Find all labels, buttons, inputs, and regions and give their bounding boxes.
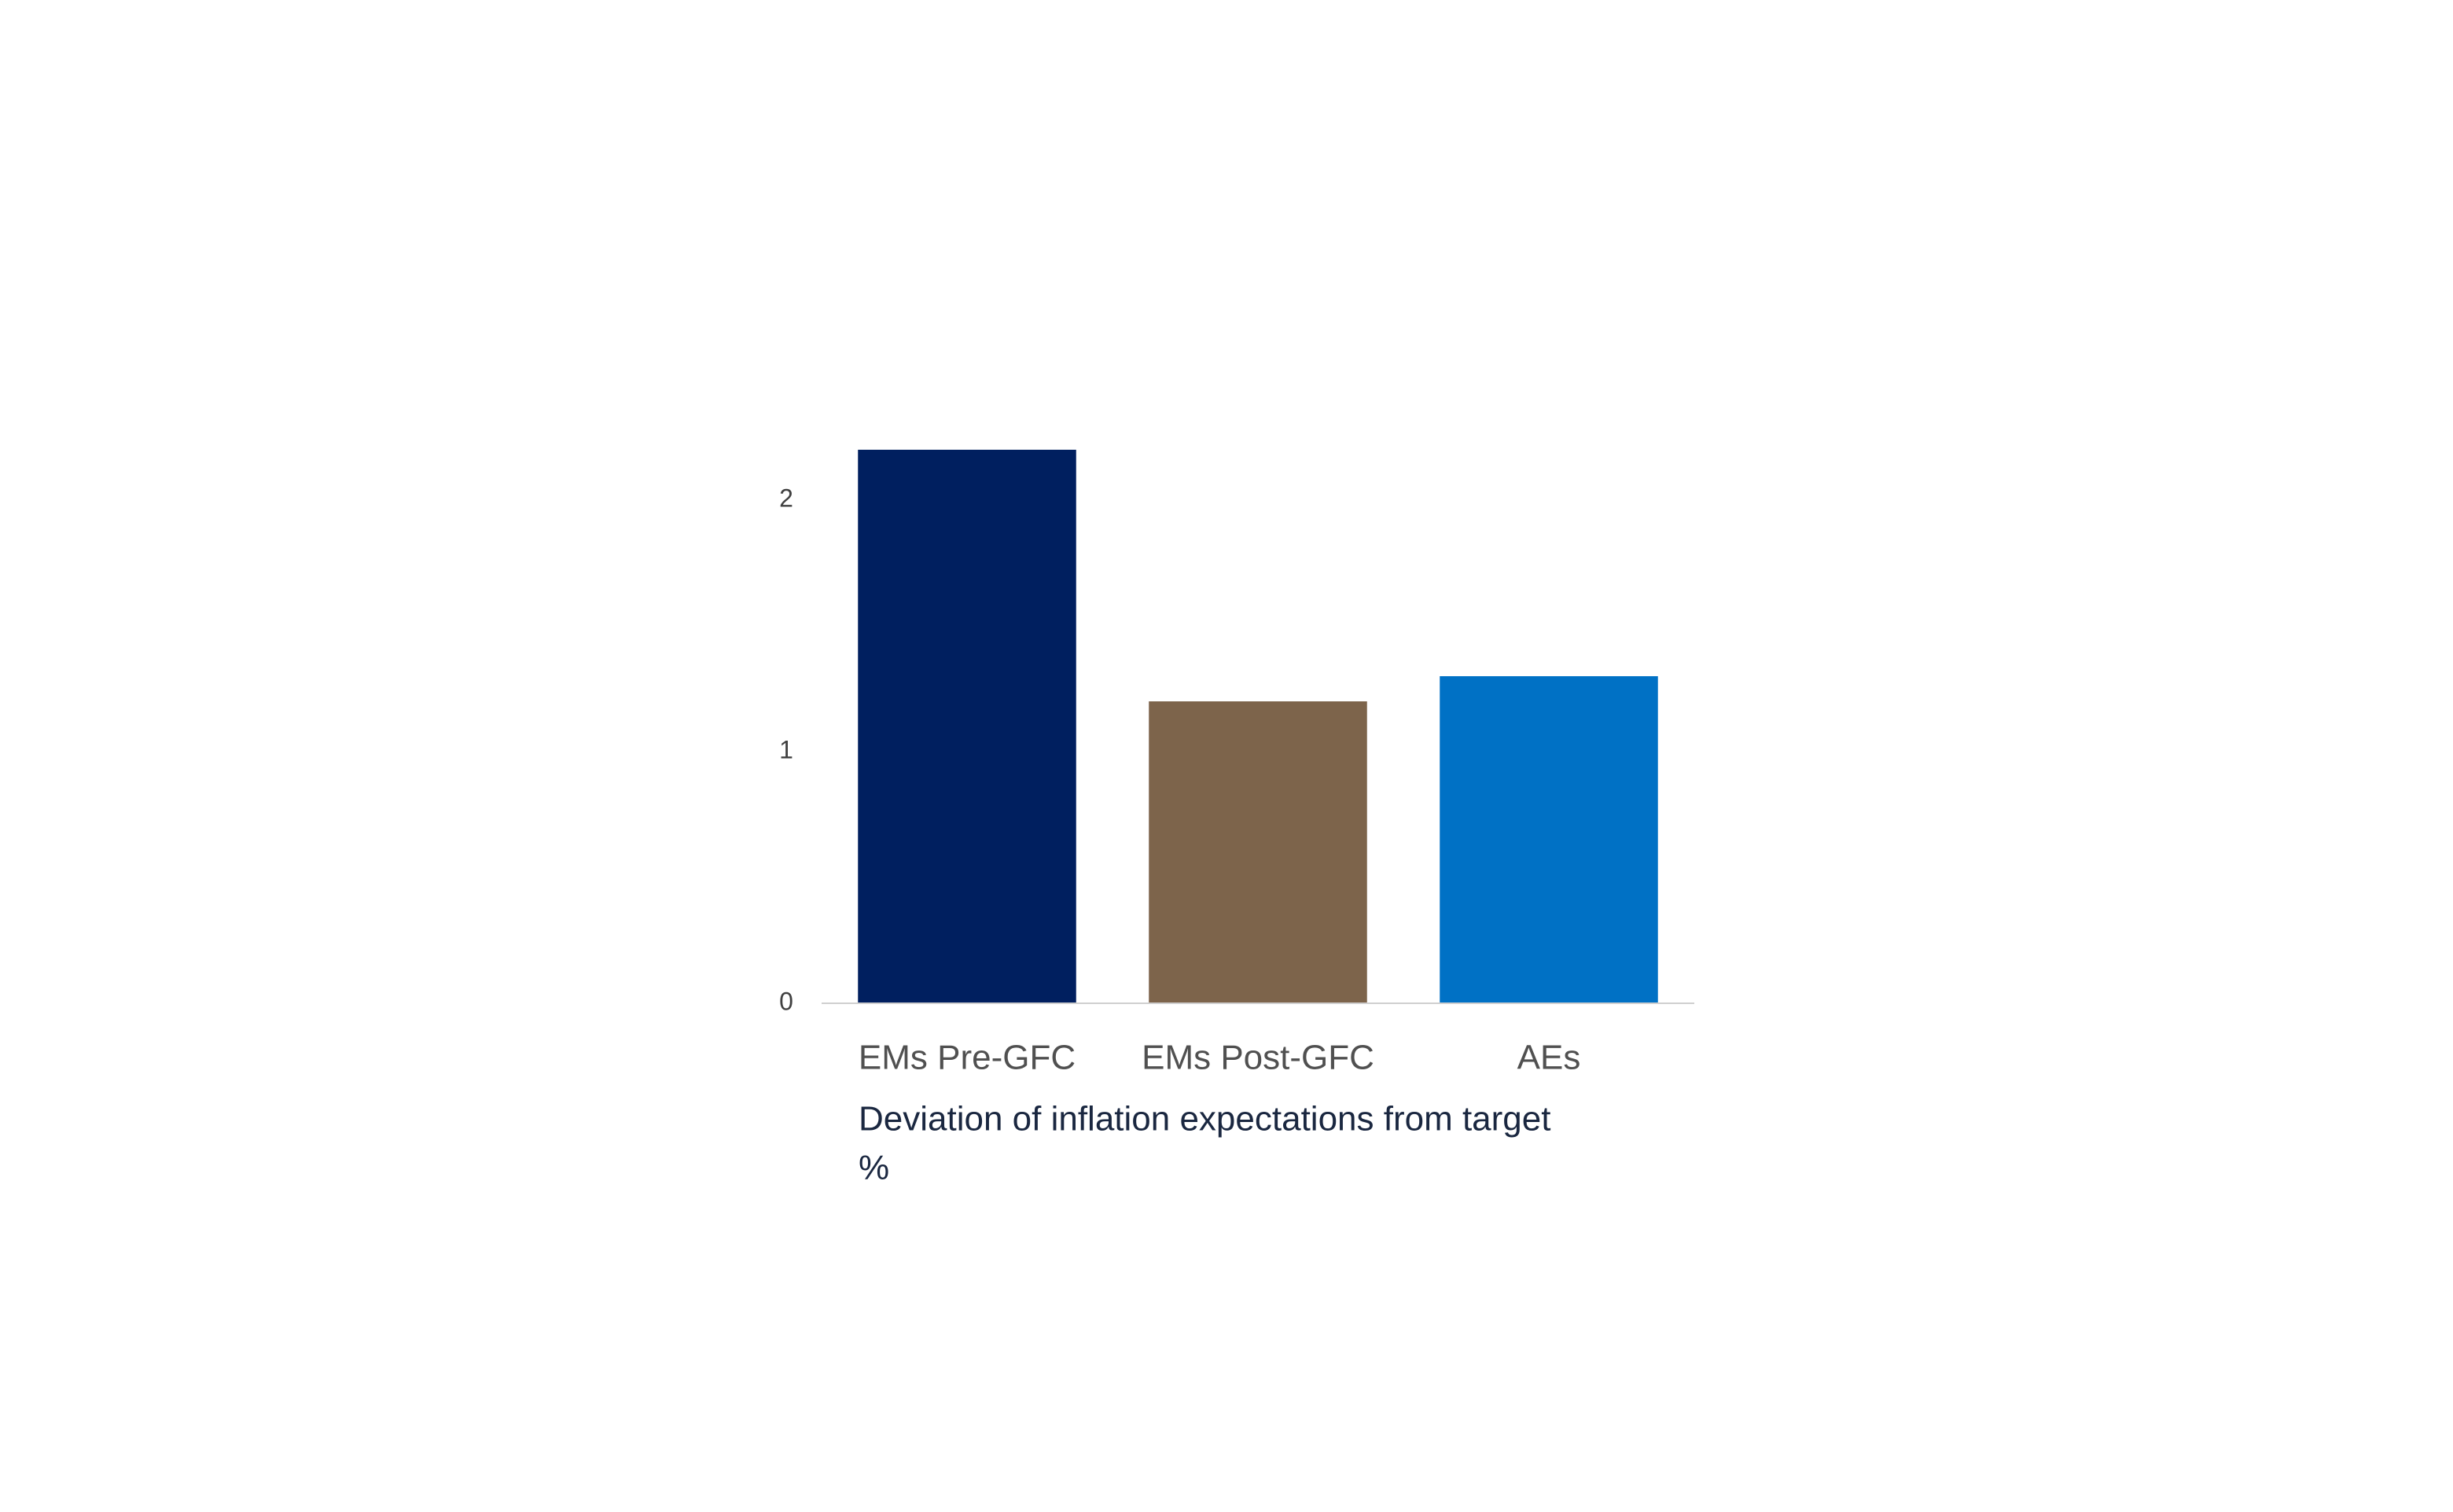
chart-title: Deviation of inflation expectations from… bbox=[859, 1100, 1550, 1139]
y-tick-label: 0 bbox=[779, 987, 793, 1015]
y-tick-label: 2 bbox=[779, 484, 793, 512]
chart-subtitle: % bbox=[859, 1149, 889, 1187]
x-tick-label: EMs Pre-GFC bbox=[859, 1039, 1076, 1077]
y-tick-label: 1 bbox=[779, 735, 793, 763]
bar bbox=[1440, 676, 1658, 1003]
x-tick-label: AEs bbox=[1517, 1039, 1581, 1077]
bar bbox=[1149, 701, 1367, 1003]
x-tick-label: EMs Post-GFC bbox=[1142, 1039, 1374, 1077]
bar bbox=[858, 450, 1076, 1003]
